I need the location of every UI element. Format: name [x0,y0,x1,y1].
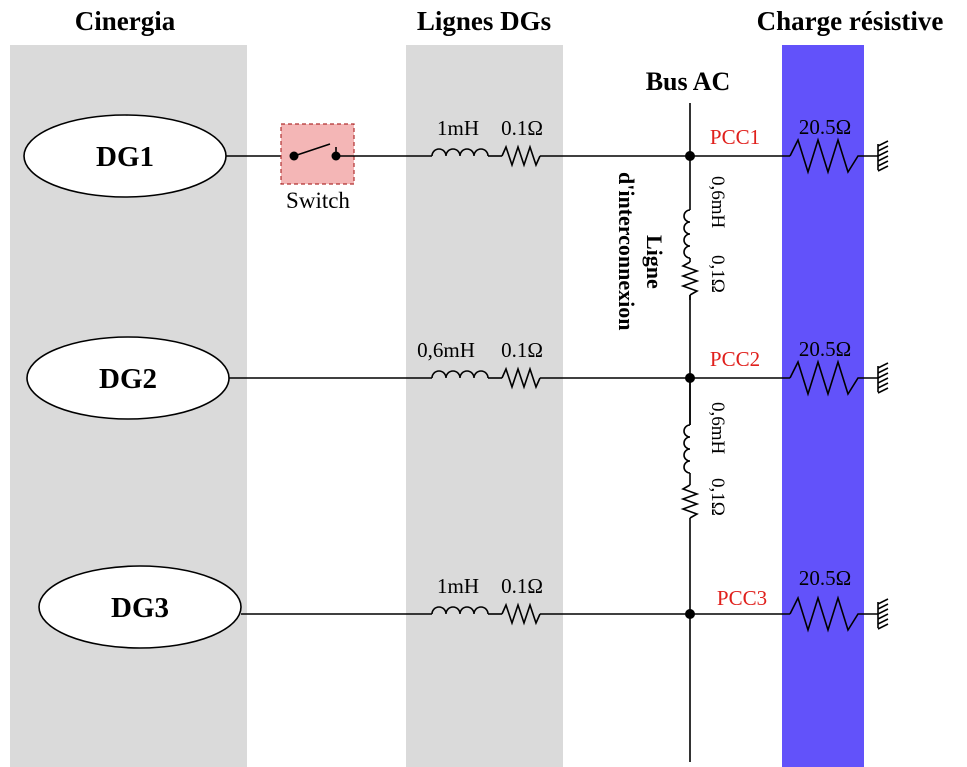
ic1-resistance: 0,1Ω [707,255,728,293]
ic2-resistor [680,484,700,519]
dg-lines-band [406,45,563,767]
dg3-label: DG3 [111,592,169,624]
line1-resistor [501,144,541,168]
line2-inductor [431,370,489,379]
dg1-label: DG1 [96,141,154,173]
header-cinergia: Cinergia [75,6,176,36]
ic2-inductance: 0,6mH [707,402,728,455]
pcc1-label: PCC1 [710,125,760,149]
line1-resistance: 0.1Ω [501,116,543,140]
switch-label: Switch [286,188,350,213]
ic2-inductor [683,424,691,474]
line2-resistance: 0.1Ω [501,338,543,362]
line3-resistance: 0.1Ω [501,574,543,598]
interconnection-label-line2: d'interconnexion [614,172,639,331]
header-dg-lines: Lignes DGs [417,6,551,36]
ic1-resistor [680,261,700,296]
line1-inductance: 1mH [437,116,479,140]
ic2-resistance: 0,1Ω [707,478,728,516]
load1-value: 20.5Ω [799,115,851,139]
line3-inductance: 1mH [437,574,479,598]
line1-inductor [431,148,489,157]
load1-resistor [789,137,878,175]
ground-icon [877,140,889,172]
interconnection-2: 0,6mH 0,1Ω [680,378,728,525]
dg3-ellipse [38,565,242,649]
row-dg1: DG1 Switch 1mH 0.1Ω PCC1 20.5Ω [23,114,889,213]
ic1-inductor [683,209,691,259]
load3-value: 20.5Ω [799,566,851,590]
pcc2-label: PCC2 [710,347,760,371]
ground-icon [877,362,889,394]
interconnection-1: 0,6mH 0,1Ω [680,176,728,300]
line3-resistor [501,602,541,626]
bus-ac-label: Bus AC [646,67,731,96]
header-resistive-load: Charge résistive [757,6,944,36]
ic1-inductance: 0,6mH [707,176,728,229]
line2-inductance: 0,6mH [417,338,475,362]
line3-inductor [431,606,489,615]
load2-resistor [789,359,878,397]
load3-resistor [789,595,878,633]
resistive-load-band [782,45,864,767]
dg2-label: DG2 [99,363,157,395]
row-dg2: DG2 0,6mH 0.1Ω PCC2 20.5Ω [26,336,889,420]
switch-blade [293,143,331,157]
ground-icon [877,598,889,630]
line2-resistor [501,366,541,390]
interconnection-label-line1: Ligne [642,235,667,289]
load2-value: 20.5Ω [799,337,851,361]
pcc3-label: PCC3 [717,586,767,610]
row-dg3: DG3 1mH 0.1Ω PCC3 20.5Ω [38,565,889,649]
switch[interactable] [280,123,355,185]
